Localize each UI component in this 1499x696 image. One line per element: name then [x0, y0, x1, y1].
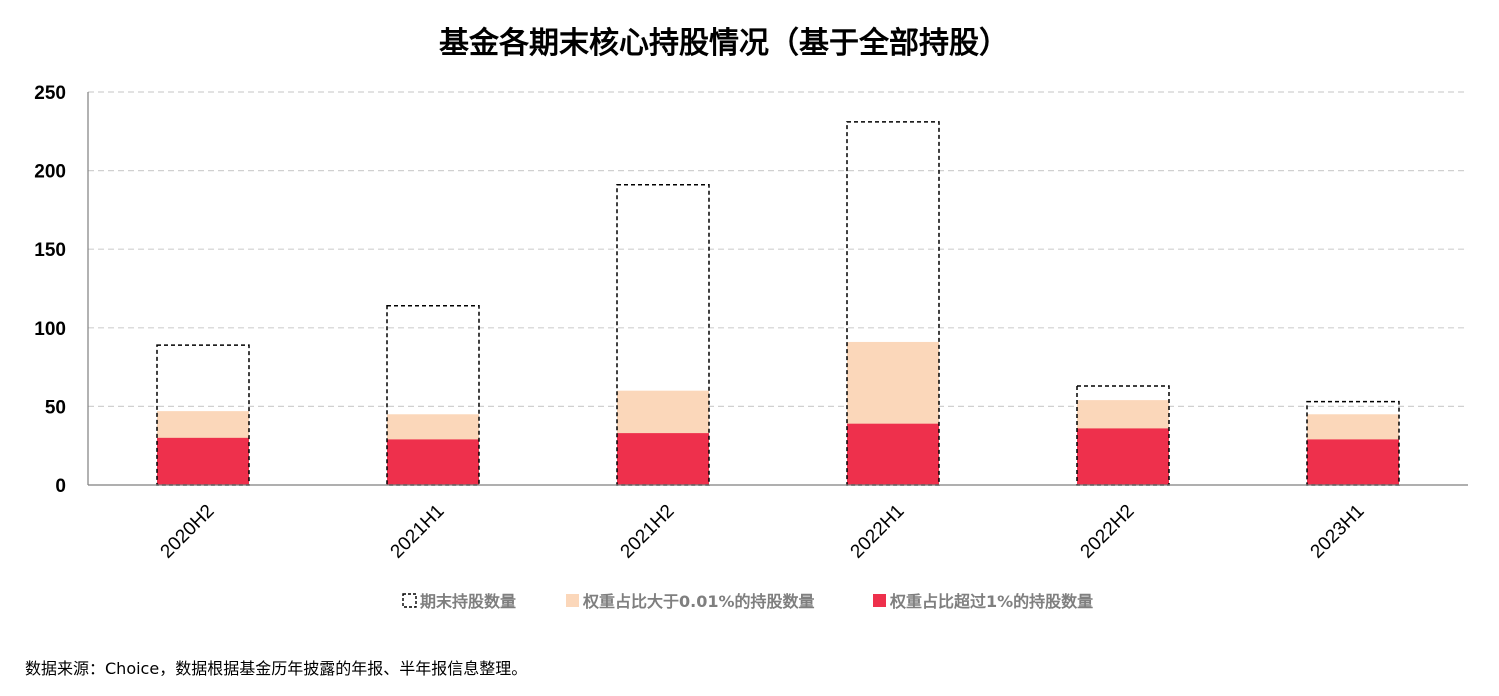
bar-total-holdings [156, 344, 250, 486]
bar-over-1pct [847, 423, 939, 485]
x-axis: 2020H2 2021H1 2021H2 2022H1 2022H2 2023H1 [88, 484, 1468, 563]
chart: 基金各期末核心持股情况（基于全部持股） 0 50 100 150 200 250 2020… [34, 26, 1468, 611]
x-tick-label: 2022H2 [1077, 501, 1139, 563]
bar-total-holdings [846, 121, 940, 486]
x-tick-label: 2020H2 [157, 501, 219, 563]
bar-over-1pct [387, 439, 479, 485]
legend-swatch [873, 594, 886, 607]
bar-over-1pct [1077, 428, 1169, 485]
bar-total-holdings [1306, 400, 1400, 486]
y-axis: 0 50 100 150 200 250 [34, 83, 89, 497]
x-tick-label: 2022H1 [847, 501, 909, 563]
bar-over-1pct [157, 437, 249, 485]
legend-label: 权重占比大于0.01%的持股数量 [582, 592, 815, 611]
y-tick-label: 50 [45, 397, 66, 418]
x-tick-label: 2023H1 [1307, 501, 1369, 563]
bar-total-holdings [1076, 385, 1170, 486]
y-tick-label: 150 [34, 240, 66, 261]
legend: 期末持股数量 权重占比大于0.01%的持股数量 权重占比超过1%的持股数量 [402, 592, 1093, 611]
legend-label: 权重占比超过1%的持股数量 [889, 592, 1093, 611]
legend-swatch-total [402, 593, 417, 608]
bar-over-1pct [1307, 439, 1399, 485]
chart-title: 基金各期末核心持股情况（基于全部持股） [439, 26, 1009, 61]
source-note: 数据来源：Choice，数据根据基金历年披露的年报、半年报信息整理。 [25, 659, 528, 678]
x-tick-label: 2021H2 [617, 501, 679, 563]
y-tick-label: 250 [34, 83, 66, 104]
y-tick-label: 0 [55, 476, 66, 497]
y-tick-label: 200 [34, 162, 66, 183]
bars [156, 121, 1400, 486]
legend-label: 期末持股数量 [420, 592, 516, 611]
legend-swatch [566, 594, 579, 607]
bar-over-1pct [617, 433, 709, 485]
gridlines [88, 91, 1468, 407]
x-tick-label: 2021H1 [387, 501, 449, 563]
bar-total-holdings [616, 183, 710, 486]
y-tick-label: 100 [34, 319, 66, 340]
